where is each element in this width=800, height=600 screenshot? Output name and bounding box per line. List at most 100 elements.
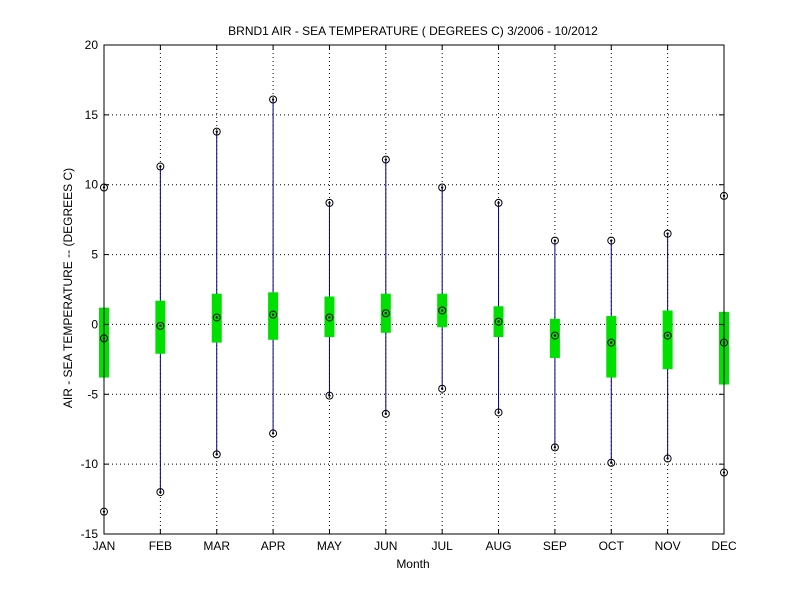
min-marker (156, 488, 165, 497)
max-marker-dot (610, 239, 613, 242)
mean-marker-dot (328, 316, 331, 319)
max-marker-ring (494, 198, 503, 207)
max-marker (663, 229, 672, 238)
mean-marker (269, 310, 278, 319)
mean-marker (607, 338, 616, 347)
mean-marker-ring (212, 313, 221, 322)
max-marker-ring (325, 198, 334, 207)
max-marker-dot (328, 201, 331, 205)
min-marker-dot (271, 432, 275, 435)
y-tick-label: -15 (81, 527, 99, 541)
y-ticks: -15 -10 -5 0 5 10 15 20 (81, 38, 724, 541)
min-marker-ring (663, 454, 672, 463)
max-marker (212, 127, 221, 136)
mean-marker-ring (381, 309, 390, 318)
min-marker (381, 409, 390, 418)
max-marker-dot (215, 130, 218, 133)
min-marker (607, 458, 616, 467)
mean-marker-dot (497, 320, 500, 323)
max-marker (156, 162, 165, 171)
mean-marker (381, 309, 390, 318)
x-tick-label: JUL (432, 539, 454, 553)
min-marker-ring (156, 488, 165, 497)
mean-marker-ring (269, 310, 278, 319)
iqr-box (606, 316, 617, 378)
min-marker-dot (159, 490, 162, 494)
min-marker-dot (328, 394, 331, 397)
max-marker-ring (269, 95, 278, 104)
mean-marker-ring (438, 306, 447, 315)
x-tick-label: DEC (711, 539, 737, 553)
max-marker (607, 236, 616, 245)
y-tick-label: 0 (91, 317, 98, 331)
x-ticks: JAN FEB MAR APR MAY JUN JUL AUG SEP OCT NOV DEC (93, 45, 737, 553)
mean-marker-dot (384, 312, 388, 315)
mean-marker (494, 317, 503, 326)
mean-marker-dot (610, 341, 613, 344)
mean-marker-dot (159, 324, 162, 328)
mean-marker-ring (663, 331, 672, 340)
min-marker-ring (550, 443, 559, 452)
mean-marker (212, 313, 221, 322)
max-marker-dot (271, 98, 275, 101)
axes-frame (103, 44, 725, 535)
x-tick-label: AUG (486, 539, 512, 553)
max-marker-dot (440, 186, 444, 189)
x-tick-label: NOV (655, 539, 681, 553)
y-tick-label: -5 (87, 387, 98, 401)
x-tick-label: JAN (93, 539, 116, 553)
max-marker (269, 95, 278, 104)
min-marker (325, 391, 334, 400)
min-marker-dot (497, 411, 500, 414)
x-tick-label: APR (261, 539, 286, 553)
min-marker-ring (212, 450, 221, 459)
min-marker-ring (494, 408, 503, 417)
min-marker (550, 443, 559, 452)
max-marker-ring (381, 155, 390, 164)
mean-marker-ring (607, 338, 616, 347)
chart-title: BRND1 AIR - SEA TEMPERATURE ( DEGREES C)… (228, 24, 598, 38)
max-marker-dot (159, 165, 162, 168)
max-marker (381, 155, 390, 164)
mean-marker-dot (440, 309, 444, 312)
max-marker-ring (663, 229, 672, 238)
y-axis-label: AIR - SEA TEMPERATURE -- (DEGREES C) (61, 168, 75, 408)
min-marker (438, 384, 447, 393)
y-tick-label: 15 (85, 108, 99, 122)
x-tick-label: OCT (599, 539, 625, 553)
min-marker-dot (440, 387, 444, 390)
x-tick-label: SEP (543, 539, 567, 553)
x-axis-label: Month (396, 557, 429, 571)
max-marker (550, 236, 559, 245)
min-marker-dot (666, 457, 669, 460)
max-marker-ring (550, 236, 559, 245)
y-tick-label: 20 (85, 38, 99, 52)
mean-marker (156, 321, 165, 330)
mean-marker-dot (271, 313, 275, 316)
max-marker-ring (607, 236, 616, 245)
max-marker-ring (438, 183, 447, 192)
min-marker (494, 408, 503, 417)
min-marker-dot (384, 412, 388, 416)
mean-marker-ring (550, 331, 559, 340)
iqr-box (155, 300, 166, 354)
max-marker-dot (666, 232, 669, 235)
mean-marker (663, 331, 672, 340)
min-marker-ring (325, 391, 334, 400)
max-marker (438, 183, 447, 192)
min-marker (212, 450, 221, 459)
max-marker-ring (156, 162, 165, 171)
min-marker-dot (553, 446, 557, 449)
max-marker (325, 198, 334, 207)
x-tick-label: JUN (374, 539, 397, 553)
mean-marker (438, 306, 447, 315)
min-marker-dot (215, 453, 218, 456)
y-tick-label: 5 (91, 248, 98, 262)
y-tick-label: 10 (85, 178, 99, 192)
max-marker-dot (384, 158, 388, 161)
mean-marker-dot (666, 334, 669, 337)
min-marker-ring (438, 384, 447, 393)
min-marker-ring (269, 429, 278, 438)
mean-marker-ring (156, 321, 165, 330)
